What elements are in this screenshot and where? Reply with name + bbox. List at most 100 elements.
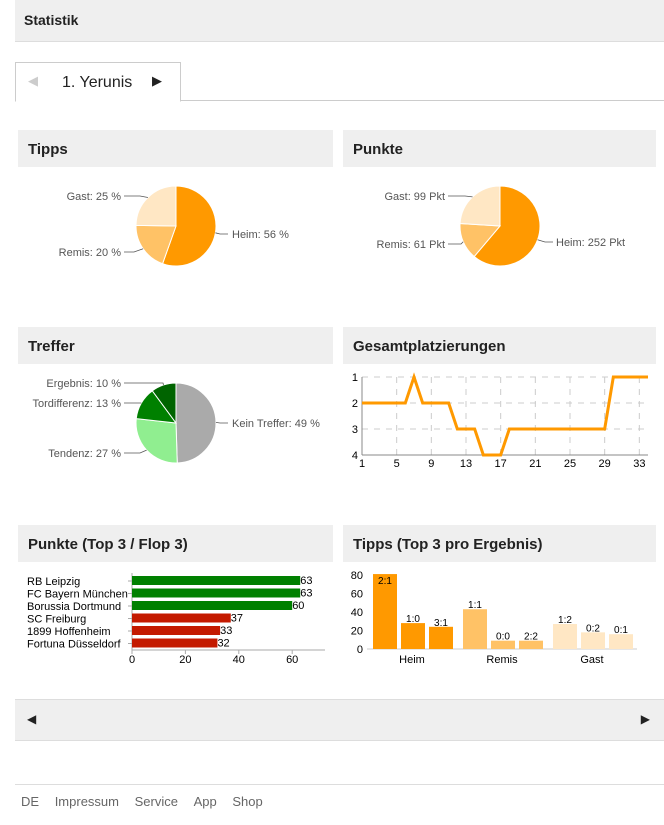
bar-category-label: FC Bayern München [27,589,128,601]
pie-slice [175,382,217,464]
bar [132,613,231,623]
y-tick-label: 0 [357,644,363,656]
bar-category-label: 1899 Hoffenheim [27,626,111,638]
bar [429,626,453,649]
y-tick-label: 4 [352,450,358,462]
pie-slice [135,224,177,265]
pie-label: Tendenz: 27 % [48,448,121,460]
bar [609,634,633,649]
pie-leader-line [124,248,144,253]
panel-title-text: Tipps (Top 3 pro Ergebnis) [353,536,543,553]
panel-title-text: Punkte [353,141,404,158]
prev-arrow-icon[interactable]: ◀ [28,73,38,88]
tab-user[interactable]: ◀ 1. Yerunis ▶ [15,62,181,102]
pie-slice [151,382,177,425]
pie-slice [135,185,177,227]
pie-leader-line [124,195,149,198]
pie-label: Gast: 25 % [67,191,122,203]
bar-category-label: Fortuna Düsseldorf [27,639,121,651]
pie-label: Heim: 56 % [232,229,289,241]
group-label: Gast [580,654,603,666]
pie-label: Ergebnis: 10 % [46,378,121,390]
bar-label: 0:1 [614,625,628,636]
bar-label: 2:1 [378,576,392,587]
x-tick-label: 0 [129,654,135,666]
bar-label: 1:0 [406,614,420,625]
tab-divider [15,100,664,101]
bar-value-label: 33 [220,625,232,637]
panel-title-treffer: Treffer [18,327,333,364]
footer-link-service[interactable]: Service [134,794,178,809]
x-tick-label: 40 [233,654,245,666]
x-tick-label: 25 [564,458,576,470]
bar-category-label: Borussia Dortmund [27,601,121,613]
bar [581,632,605,649]
x-tick-label: 17 [495,458,507,470]
y-tick-label: 60 [351,589,363,601]
x-tick-label: 9 [428,458,434,470]
bar-value-label: 63 [300,575,312,587]
footer-link-shop[interactable]: Shop [232,794,263,809]
bar [491,640,515,649]
panel-title-text: Gesamtplatzierungen [353,338,506,355]
pie-leader-line [448,195,473,198]
footer-link-app[interactable]: App [193,794,217,809]
y-tick-label: 2 [352,398,358,410]
bottom-nav: ◀ ▶ [15,699,664,741]
pie-leader-line [124,449,147,454]
footer: DE Impressum Service App Shop [15,784,664,809]
pie-label: Kein Treffer: 49 % [232,418,320,430]
bar [553,624,577,649]
y-tick-label: 40 [351,607,363,619]
bar [463,609,487,649]
pie-slice [459,185,501,227]
bar-category-label: SC Freiburg [27,614,86,626]
bar [132,588,301,598]
group-label: Heim [399,654,425,666]
pie-leader-line [124,382,164,386]
bar-label: 0:2 [586,623,600,634]
x-tick-label: 21 [529,458,541,470]
pie-label: Remis: 61 Pkt [377,239,445,251]
prev-page-icon[interactable]: ◀ [27,712,37,726]
pie-label: Gast: 99 Pkt [384,191,445,203]
bar-value-label: 60 [292,600,304,612]
bar-label: 0:0 [496,632,510,643]
group-label: Remis [486,654,518,666]
bar [132,626,221,635]
tab-label: 1. Yerunis [62,74,133,91]
panel-title-punkte: Punkte [343,130,656,167]
x-tick-label: 60 [286,654,298,666]
panel-title-platzierungen: Gesamtplatzierungen [343,327,656,364]
x-tick-label: 5 [394,458,400,470]
y-tick-label: 1 [352,372,358,384]
pie-slice [135,418,178,464]
bar [132,638,218,648]
bar-value-label: 32 [217,638,229,650]
panel-title-text: Treffer [28,338,75,355]
x-tick-label: 1 [359,458,365,470]
panel-title-text: Punkte (Top 3 / Flop 3) [28,536,188,553]
pie-label: Remis: 20 % [59,247,122,259]
footer-link-de[interactable]: DE [21,794,40,809]
bar-category-label: RB Leipzig [27,576,80,588]
bar-value-label: 37 [231,613,243,625]
panel-title-topflop: Punkte (Top 3 / Flop 3) [18,525,333,562]
bar [132,576,301,585]
next-page-icon[interactable]: ▶ [640,712,650,726]
page-title: Statistik [24,12,79,28]
next-arrow-icon[interactable]: ▶ [152,73,162,88]
bar-label: 3:1 [434,618,448,629]
panel-title-text: Tipps [28,141,68,158]
footer-link-impressum[interactable]: Impressum [54,794,119,809]
panel-title-tipps: Tipps [18,130,333,167]
x-tick-label: 29 [599,458,611,470]
pie-label: Heim: 252 Pkt [556,237,625,249]
bar [401,623,425,649]
bar [373,574,397,649]
x-tick-label: 20 [179,654,191,666]
bar-label: 2:2 [524,632,538,643]
pie-slice [161,185,217,267]
line-series [362,372,648,457]
